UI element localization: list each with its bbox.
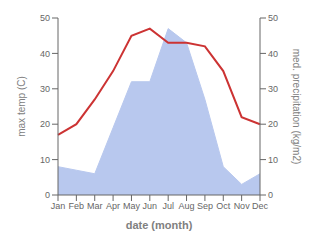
svg-text:Apr: Apr bbox=[106, 201, 120, 211]
svg-text:Mar: Mar bbox=[87, 201, 103, 211]
svg-text:40: 40 bbox=[40, 49, 50, 59]
svg-text:20: 20 bbox=[40, 119, 50, 129]
svg-text:May: May bbox=[123, 201, 141, 211]
svg-text:Nov: Nov bbox=[234, 201, 251, 211]
svg-text:50: 50 bbox=[40, 13, 50, 23]
svg-text:30: 30 bbox=[268, 84, 278, 94]
svg-text:20: 20 bbox=[268, 119, 278, 129]
svg-text:10: 10 bbox=[40, 155, 50, 165]
svg-text:40: 40 bbox=[268, 49, 278, 59]
svg-text:Jun: Jun bbox=[143, 201, 158, 211]
svg-text:Jul: Jul bbox=[162, 201, 174, 211]
svg-text:Dec: Dec bbox=[252, 201, 269, 211]
svg-text:10: 10 bbox=[268, 155, 278, 165]
svg-text:Aug: Aug bbox=[179, 201, 195, 211]
svg-text:0: 0 bbox=[45, 190, 50, 200]
svg-text:Jan: Jan bbox=[51, 201, 66, 211]
svg-text:max temp (C): max temp (C) bbox=[16, 76, 27, 137]
svg-text:date (month): date (month) bbox=[126, 219, 193, 231]
svg-text:Feb: Feb bbox=[69, 201, 85, 211]
svg-text:30: 30 bbox=[40, 84, 50, 94]
svg-text:50: 50 bbox=[268, 13, 278, 23]
svg-text:Oct: Oct bbox=[216, 201, 231, 211]
svg-text:Sep: Sep bbox=[197, 201, 213, 211]
svg-text:0: 0 bbox=[268, 190, 273, 200]
svg-text:med. precipitation (kg/m2): med. precipitation (kg/m2) bbox=[291, 49, 302, 165]
